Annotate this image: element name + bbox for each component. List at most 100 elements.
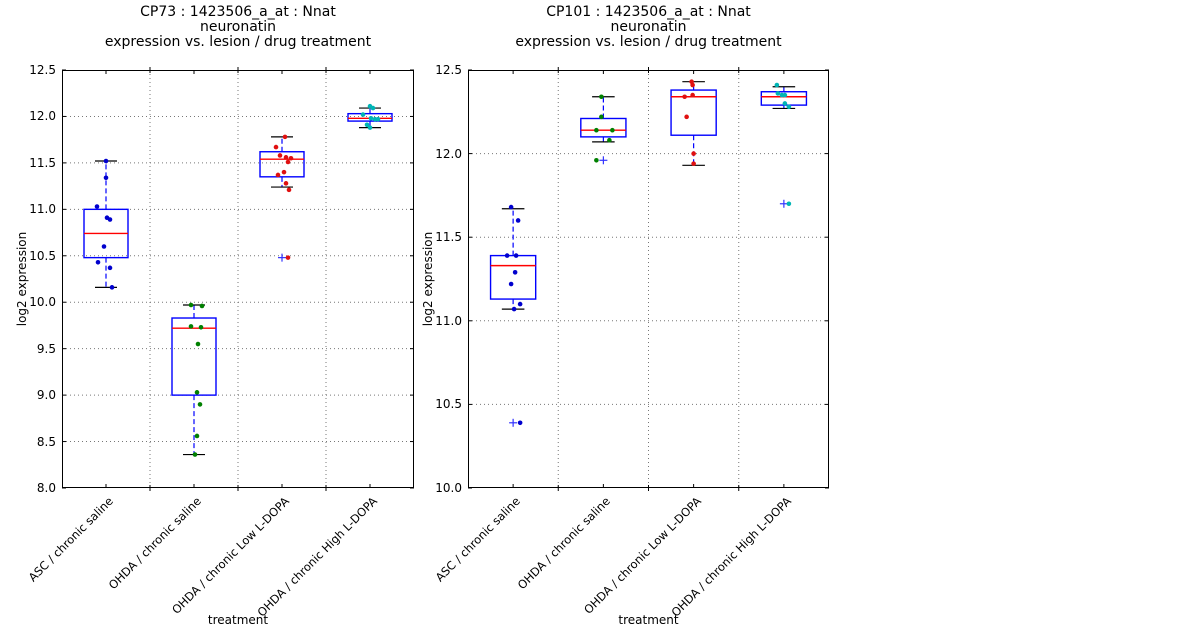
x-axis-label: treatment [207, 613, 269, 627]
data-point [782, 92, 788, 98]
data-point [360, 112, 366, 117]
axes-border [62, 70, 414, 488]
data-point [504, 253, 510, 258]
data-point [103, 175, 109, 181]
x-category-label: OHDA / chronic saline [515, 494, 614, 593]
y-tick-label: 11.5 [435, 230, 462, 245]
x-category-label: ASC / chronic saline [432, 494, 524, 585]
plot-area [468, 67, 829, 491]
data-point [684, 114, 689, 120]
data-point [103, 158, 109, 164]
data-point [517, 301, 523, 307]
data-point [198, 325, 204, 330]
data-point [786, 201, 792, 207]
y-tick-label: 11.5 [29, 155, 56, 170]
chart-title: CP73 : 1423506_a_at : Nnat neuronatin expr… [62, 5, 414, 50]
y-tick-label: 10.5 [29, 248, 56, 263]
data-point [275, 172, 281, 178]
data-point [367, 125, 373, 130]
y-tick-label: 9.5 [36, 341, 56, 356]
box [83, 208, 129, 259]
data-point [95, 259, 101, 265]
data-point [197, 402, 203, 407]
box [171, 317, 217, 396]
data-point [194, 390, 200, 395]
x-category-label: OHDA / chronic High L-DOPA [254, 494, 380, 620]
data-point [370, 105, 376, 111]
data-point [607, 137, 612, 143]
data-point [107, 265, 113, 271]
box [259, 151, 305, 178]
data-point [508, 281, 514, 287]
data-point [195, 341, 201, 347]
chart-title-line: CP73 : 1423506_a_at : Nnat [140, 4, 336, 20]
data-point [610, 127, 615, 133]
data-point [691, 161, 696, 166]
data-point [599, 94, 604, 100]
data-point [368, 116, 374, 121]
chart-title-line: CP101 : 1423506_a_at : Nnat [546, 4, 751, 20]
box [670, 89, 717, 136]
data-point [594, 157, 599, 163]
data-point [782, 101, 788, 106]
data-point [508, 204, 514, 210]
x-category-label: OHDA / chronic Low L-DOPA [169, 494, 292, 617]
plot-area [62, 67, 414, 491]
data-point [188, 324, 194, 329]
chart-title-line: neuronatin [199, 19, 277, 35]
data-point [511, 306, 517, 312]
y-tick-label: 12.5 [29, 63, 56, 77]
data-point [277, 153, 283, 158]
data-point [192, 452, 198, 457]
data-point [364, 122, 370, 128]
box [580, 117, 627, 138]
data-point [101, 244, 107, 249]
y-axis-label: log2 expression [421, 231, 435, 327]
y-tick-label: 12.5 [435, 63, 462, 77]
data-point [517, 420, 523, 426]
data-point [599, 114, 604, 120]
y-axis-label: log2 expression [15, 231, 29, 327]
data-point [691, 151, 696, 156]
data-point [104, 215, 110, 220]
data-point [372, 116, 378, 122]
data-point [375, 116, 381, 122]
x-category-label: OHDA / chronic Low L-DOPA [580, 494, 704, 617]
data-point [690, 82, 695, 88]
y-tick-label: 12.0 [435, 146, 462, 161]
data-point [199, 303, 205, 309]
box [760, 91, 808, 106]
data-point [774, 82, 780, 88]
data-point [283, 181, 289, 186]
data-point [107, 217, 113, 222]
data-point [682, 94, 687, 100]
data-point [515, 218, 521, 223]
data-point [282, 134, 288, 140]
data-point [281, 169, 287, 175]
y-tick-label: 11.0 [29, 202, 56, 217]
y-tick-label: 9.0 [36, 388, 56, 403]
y-tick-label: 10.0 [29, 295, 56, 310]
y-tick-label: 10.5 [435, 397, 462, 412]
data-point [286, 187, 292, 193]
data-point [285, 159, 291, 165]
y-tick-label: 10.0 [435, 481, 462, 495]
data-point [194, 433, 200, 439]
chart-title-line: neuronatin [610, 19, 687, 35]
data-point [779, 92, 785, 98]
data-point [689, 79, 694, 85]
box [489, 254, 537, 300]
data-point [690, 92, 695, 98]
box [347, 112, 393, 122]
data-point [188, 302, 194, 308]
data-point [94, 204, 100, 209]
data-point [594, 127, 599, 133]
x-category-label: OHDA / chronic High L-DOPA [668, 494, 794, 620]
y-tick-label: 11.0 [435, 313, 462, 328]
x-category-label: ASC / chronic saline [25, 494, 116, 585]
x-category-label: OHDA / chronic saline [105, 494, 204, 593]
chart-title: CP101 : 1423506_a_at : Nnat neuronatin exp… [468, 5, 829, 50]
